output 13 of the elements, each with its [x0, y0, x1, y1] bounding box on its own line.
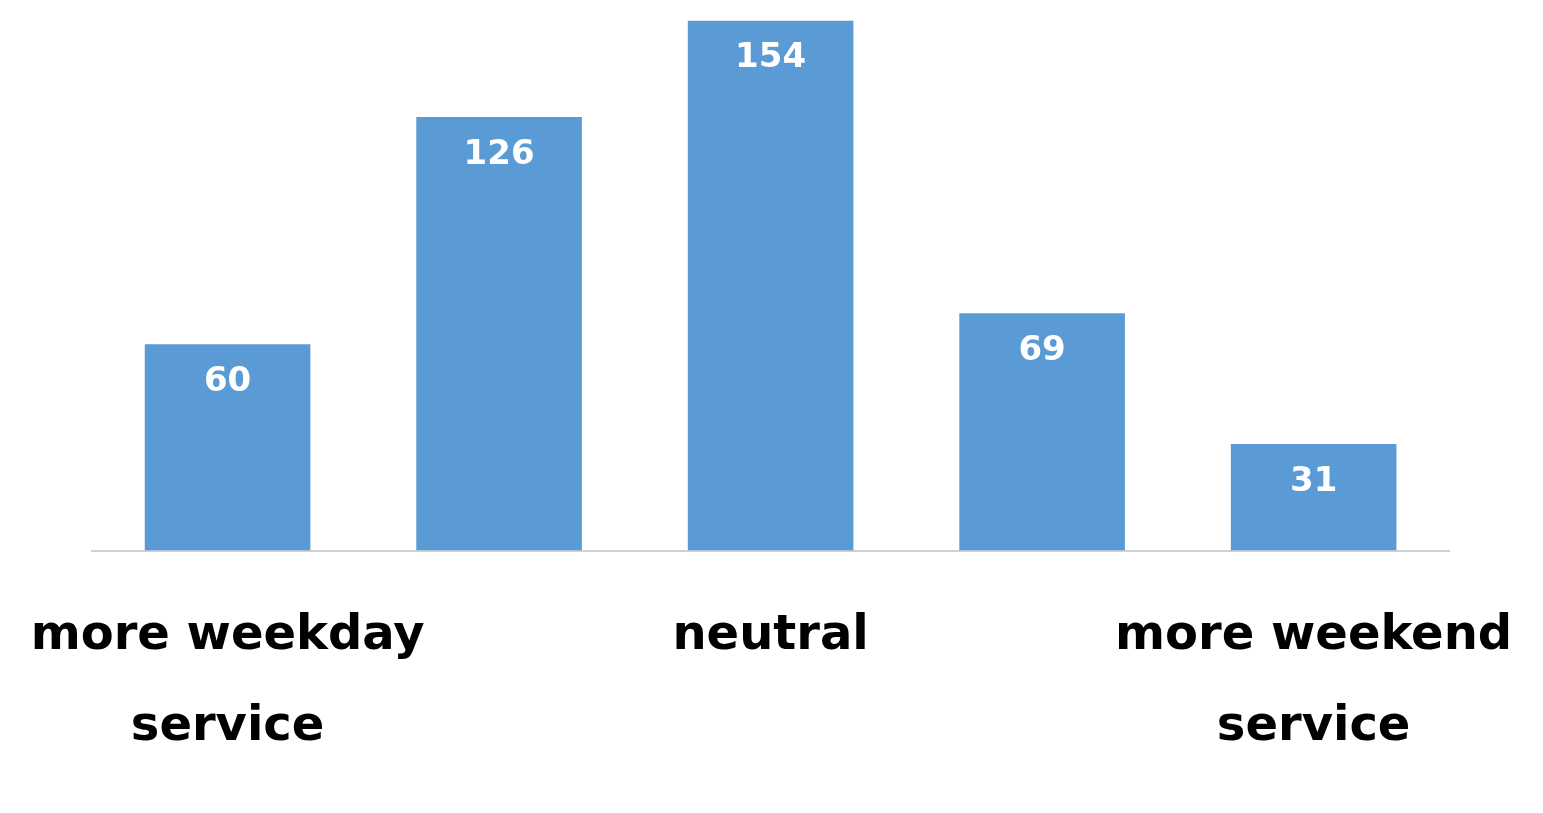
data-label: 69 [1018, 327, 1066, 368]
bar [687, 20, 854, 551]
bar [1230, 443, 1397, 551]
data-label: 60 [203, 358, 252, 399]
x-tick-label: more weekday service [30, 603, 425, 751]
data-label: 154 [735, 35, 807, 76]
bar [959, 313, 1125, 551]
bar [416, 117, 582, 551]
x-tick-label: neutral [672, 603, 869, 660]
data-label: 31 [1289, 458, 1338, 499]
data-label: 126 [463, 131, 535, 172]
bar [144, 344, 311, 551]
x-tick-label: more weekend service [1115, 603, 1513, 751]
